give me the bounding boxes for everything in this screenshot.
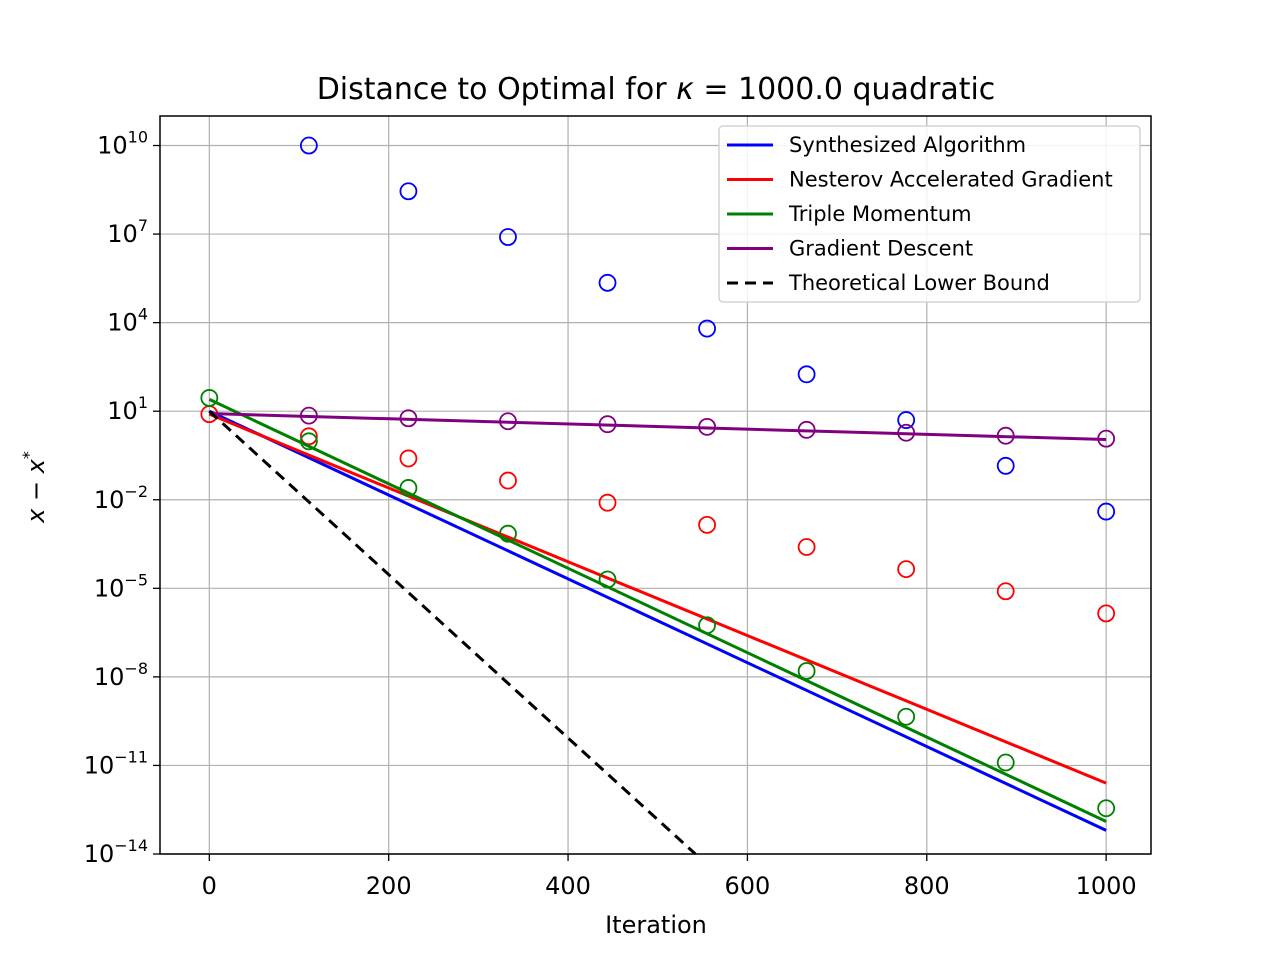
series-line-triple-momentum [208, 398, 1107, 823]
series-marker-nesterov-accelerated-gradient [399, 449, 418, 468]
series-marker-triple-momentum [698, 616, 716, 635]
series-marker-nesterov-accelerated-gradient [897, 560, 916, 579]
y-tick-label: 101 [107, 393, 148, 425]
series-marker-nesterov-accelerated-gradient [499, 471, 517, 490]
y-tick-label: 107 [107, 216, 148, 248]
series-marker-triple-momentum [200, 389, 219, 407]
series-marker-nesterov-accelerated-gradient [598, 493, 617, 512]
series-marker-gradient-descent [1097, 429, 1116, 448]
series-line-theoretical-lower-bound [208, 410, 697, 856]
chart-title: Distance to Optimal for κ = 1000.0 quadr… [317, 72, 996, 107]
series-marker-triple-momentum [797, 662, 816, 680]
series-marker-triple-momentum [897, 707, 916, 726]
series-marker-nesterov-accelerated-gradient [1097, 604, 1116, 623]
x-tick-label: 400 [545, 872, 591, 900]
series-marker-synthesized-algorithm [897, 411, 916, 429]
y-tick-label: 10−11 [84, 747, 148, 779]
series-line-synthesized-algorithm [208, 409, 1107, 832]
series-marker-synthesized-algorithm [499, 228, 517, 246]
x-axis-label: Iteration [605, 911, 707, 939]
legend-label: Gradient Descent [789, 237, 973, 261]
x-tick-label: 800 [904, 872, 950, 900]
series-marker-gradient-descent [299, 406, 318, 425]
series-line-gradient-descent [209, 412, 1107, 442]
series-marker-nesterov-accelerated-gradient [698, 515, 716, 534]
x-tick-label: 0 [202, 872, 217, 900]
y-tick-label: 104 [107, 305, 148, 337]
legend-box [718, 125, 1141, 303]
legend: Synthesized Algorithm Nesterov Accelerate… [718, 125, 1141, 303]
series-marker-synthesized-algorithm [399, 182, 418, 201]
x-tick-label: 600 [725, 872, 771, 900]
series-marker-triple-momentum [1097, 799, 1116, 818]
series-marker-triple-momentum [499, 524, 517, 543]
plot-area-frame [159, 115, 1152, 855]
series-marker-synthesized-algorithm [698, 319, 716, 338]
series-marker-gradient-descent [399, 409, 418, 428]
y-tick-label: 1010 [97, 128, 148, 160]
series-marker-synthesized-algorithm [996, 456, 1015, 475]
series-marker-synthesized-algorithm [1097, 502, 1116, 521]
y-axis-label: x − x* [19, 451, 50, 524]
legend-label: Nesterov Accelerated Gradient [789, 168, 1113, 192]
y-tick-label: 10−8 [94, 659, 148, 691]
series-marker-gradient-descent [598, 415, 617, 434]
series-marker-synthesized-algorithm [797, 365, 816, 384]
series-marker-nesterov-accelerated-gradient [299, 427, 318, 446]
series-marker-gradient-descent [698, 417, 716, 436]
legend-label: Synthesized Algorithm [789, 133, 1026, 157]
series-marker-gradient-descent [897, 423, 916, 442]
series-marker-nesterov-accelerated-gradient [797, 538, 816, 556]
series-marker-gradient-descent [797, 420, 816, 439]
y-tick-label: 10−5 [94, 570, 148, 602]
series-layer [200, 136, 1116, 856]
series-marker-triple-momentum [996, 753, 1015, 772]
series-marker-gradient-descent [996, 426, 1015, 445]
series-marker-triple-momentum [399, 479, 418, 497]
legend-label: Theoretical Lower Bound [788, 271, 1050, 295]
series-line-nesterov-accelerated-gradient [208, 412, 1107, 785]
series-marker-synthesized-algorithm [598, 273, 617, 292]
series-marker-synthesized-algorithm [299, 136, 318, 155]
y-tick-label: 10−2 [94, 482, 148, 514]
series-marker-nesterov-accelerated-gradient [996, 582, 1015, 601]
x-tick-label: 1000 [1076, 872, 1137, 900]
y-tick-label: 10−14 [84, 836, 148, 868]
x-tick-label: 200 [366, 872, 412, 900]
legend-label: Triple Momentum [788, 202, 972, 226]
series-marker-gradient-descent [499, 412, 517, 431]
series-marker-triple-momentum [598, 570, 617, 589]
series-marker-triple-momentum [299, 432, 318, 451]
tick-layer: 0 200 400 600 800 1000 10−14 10−11 10−8 10−5 10−2 1… [84, 128, 1137, 900]
